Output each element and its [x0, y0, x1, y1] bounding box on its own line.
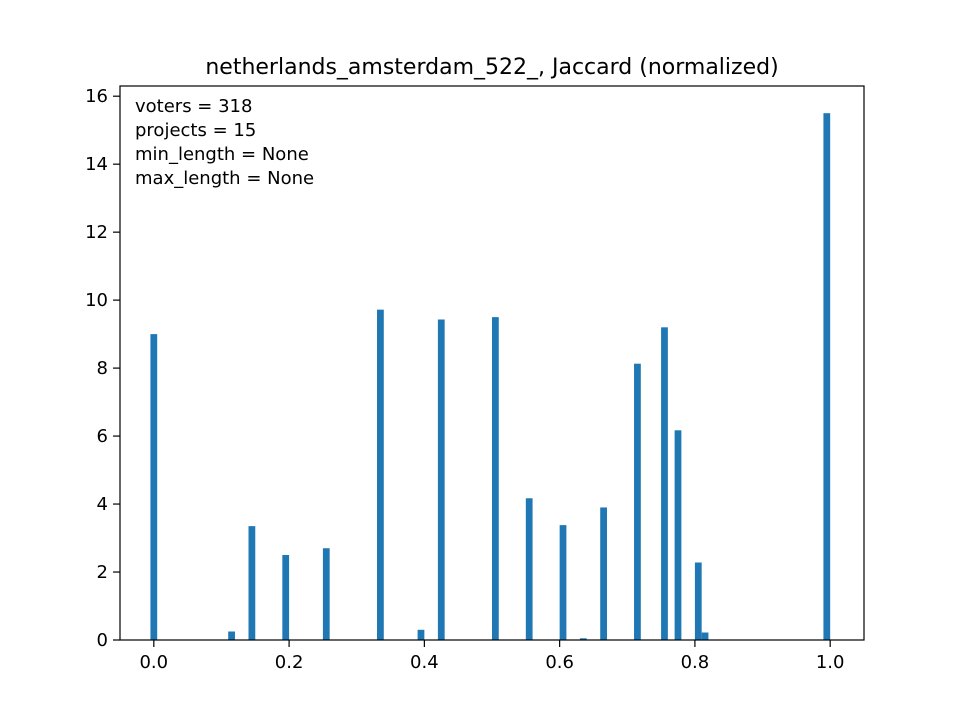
- histogram-bar: [282, 555, 290, 640]
- histogram-bar: [579, 638, 587, 640]
- histogram-bar: [437, 319, 445, 640]
- histogram-bar: [823, 113, 831, 640]
- histogram-bar: [559, 525, 567, 640]
- histogram-bar: [600, 507, 607, 640]
- histogram-bar: [228, 631, 235, 640]
- chart-title: netherlands_amsterdam_522_, Jaccard (nor…: [205, 55, 778, 80]
- bars-layer: [150, 113, 831, 640]
- annotation-max-length: max_length = None: [135, 168, 314, 189]
- y-tick-label: 0: [97, 630, 108, 651]
- annotation-voters: voters = 318: [135, 96, 252, 117]
- y-tick-label: 12: [85, 222, 108, 243]
- y-tick-label: 16: [85, 86, 108, 107]
- histogram-bar: [694, 562, 702, 640]
- histogram-bar: [417, 629, 425, 640]
- x-tick-label: 0.6: [545, 652, 574, 673]
- histogram-bar: [377, 309, 384, 640]
- histogram-bar: [492, 317, 499, 640]
- histogram-bar: [248, 526, 256, 640]
- y-tick-label: 14: [85, 154, 108, 175]
- plot-frame: [119, 85, 865, 641]
- y-tick-label: 2: [97, 562, 108, 583]
- histogram-bar: [322, 548, 330, 640]
- annotation-projects: projects = 15: [135, 120, 256, 141]
- annotation-min-length: min_length = None: [135, 144, 309, 165]
- histogram-bar: [661, 327, 668, 640]
- histogram-bar: [150, 334, 158, 640]
- annotation-box: voters = 318 projects = 15 min_length = …: [135, 96, 314, 189]
- y-tick-label: 4: [97, 494, 108, 515]
- x-tick-label: 0.8: [681, 652, 710, 673]
- x-tick-label: 0.4: [410, 652, 439, 673]
- histogram-bar: [674, 430, 682, 640]
- histogram-bar: [701, 632, 709, 640]
- histogram-bar: [525, 498, 533, 640]
- x-tick-label: 1.0: [816, 652, 845, 673]
- y-tick-label: 8: [97, 358, 108, 379]
- y-tick-label: 6: [97, 426, 108, 447]
- axes-layer: 0.0 0.2 0.4 0.6 0.8 1.0 0 2 4 6 8 10 12 14 16: [85, 86, 844, 673]
- y-tick-label: 10: [85, 290, 108, 311]
- histogram-bar: [634, 363, 641, 640]
- x-tick-label: 0.0: [139, 652, 168, 673]
- x-tick-label: 0.2: [275, 652, 304, 673]
